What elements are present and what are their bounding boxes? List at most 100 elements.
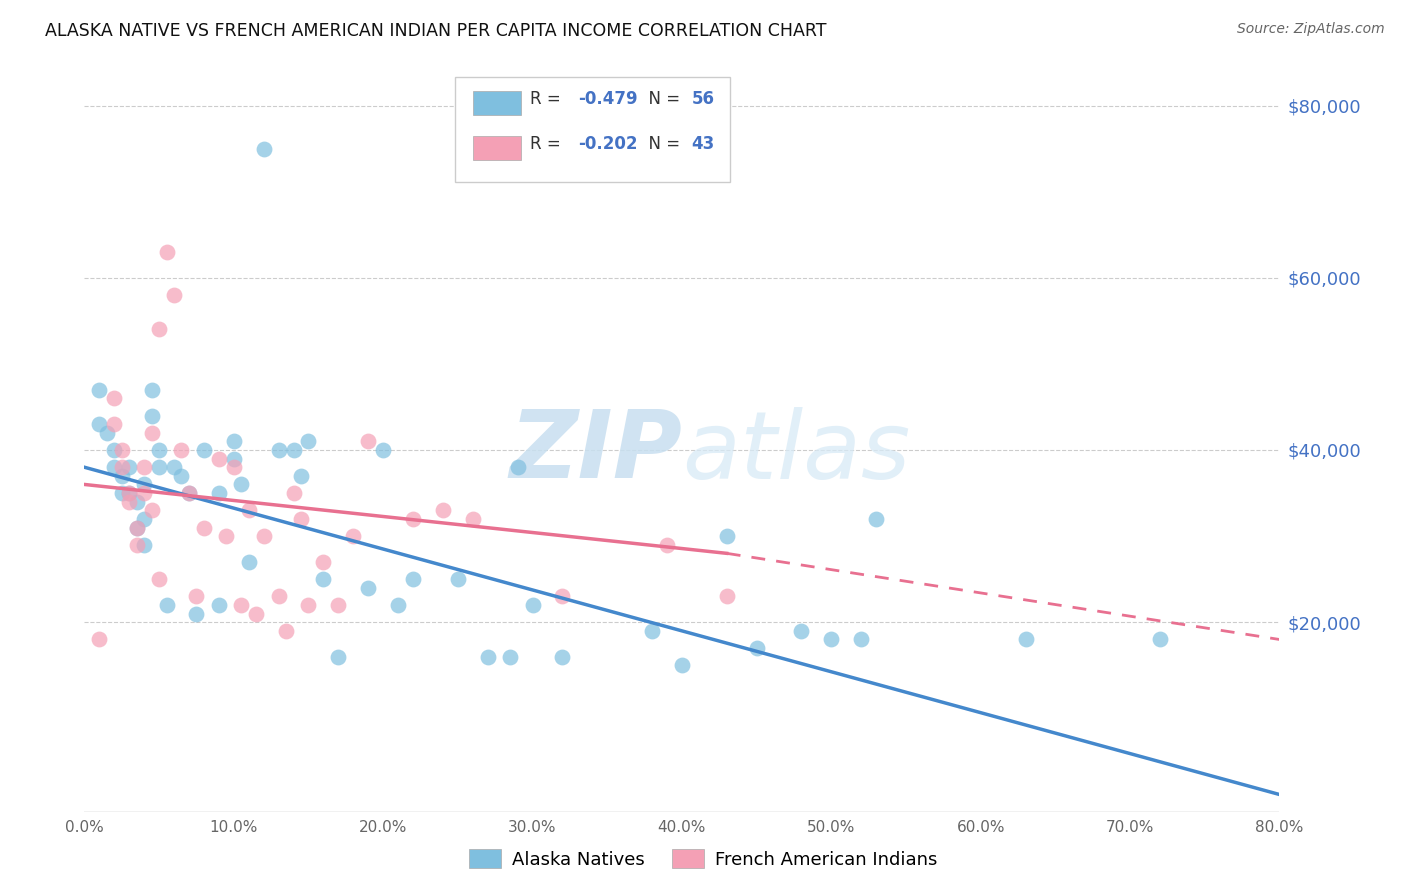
Point <box>551 590 574 604</box>
Point <box>111 486 134 500</box>
Point <box>103 460 125 475</box>
Point <box>245 607 267 621</box>
Point <box>118 486 141 500</box>
Point <box>141 409 163 423</box>
Point <box>125 520 148 534</box>
Point <box>193 520 215 534</box>
Point <box>1149 632 1171 647</box>
Bar <box>472 136 520 160</box>
Point <box>118 486 141 500</box>
Point <box>253 142 276 156</box>
Point <box>111 460 134 475</box>
Point <box>208 451 231 466</box>
Point <box>716 590 738 604</box>
Point <box>283 442 305 457</box>
Point <box>193 442 215 457</box>
Point <box>170 468 193 483</box>
Point <box>290 468 312 483</box>
Point <box>132 538 156 552</box>
Text: R =: R = <box>530 90 567 108</box>
Point <box>215 529 238 543</box>
Point <box>283 486 305 500</box>
Text: Source: ZipAtlas.com: Source: ZipAtlas.com <box>1237 22 1385 37</box>
Point <box>402 512 425 526</box>
Text: -0.479: -0.479 <box>578 90 637 108</box>
Point <box>222 451 245 466</box>
Point <box>208 486 231 500</box>
Point <box>477 649 499 664</box>
Point <box>125 494 148 508</box>
Text: ZIP: ZIP <box>509 406 682 498</box>
Point <box>274 624 297 638</box>
Point <box>186 607 208 621</box>
Point <box>148 572 170 586</box>
Point <box>342 529 364 543</box>
Point <box>222 460 245 475</box>
Point <box>328 598 350 612</box>
Point <box>148 322 170 336</box>
Point <box>373 442 395 457</box>
Point <box>125 538 148 552</box>
Text: 56: 56 <box>692 90 714 108</box>
Point <box>141 383 163 397</box>
Text: ALASKA NATIVE VS FRENCH AMERICAN INDIAN PER CAPITA INCOME CORRELATION CHART: ALASKA NATIVE VS FRENCH AMERICAN INDIAN … <box>45 22 827 40</box>
Point <box>141 425 163 440</box>
Point <box>357 434 380 449</box>
Point <box>132 512 156 526</box>
Text: atlas: atlas <box>682 407 910 498</box>
Point <box>141 503 163 517</box>
Point <box>357 581 380 595</box>
Point <box>155 244 177 259</box>
Point <box>238 555 260 569</box>
Point <box>790 624 813 638</box>
Point <box>103 417 125 432</box>
Point <box>170 442 193 457</box>
Point <box>522 598 544 612</box>
Point <box>163 288 186 302</box>
Point <box>111 468 134 483</box>
Point <box>155 598 177 612</box>
Text: -0.202: -0.202 <box>578 135 637 153</box>
Point <box>551 649 574 664</box>
Point <box>432 503 454 517</box>
Point <box>297 434 319 449</box>
Point <box>506 460 529 475</box>
Point <box>1014 632 1036 647</box>
Point <box>297 598 319 612</box>
Point <box>238 503 260 517</box>
Point <box>118 460 141 475</box>
Point <box>132 486 156 500</box>
Point <box>402 572 425 586</box>
Legend: Alaska Natives, French American Indians: Alaska Natives, French American Indians <box>461 842 945 876</box>
Text: 43: 43 <box>692 135 714 153</box>
Point <box>222 434 245 449</box>
Text: N =: N = <box>638 90 685 108</box>
Point <box>132 460 156 475</box>
Point <box>290 512 312 526</box>
Point <box>148 460 170 475</box>
Text: N =: N = <box>638 135 685 153</box>
FancyBboxPatch shape <box>456 78 730 182</box>
Point <box>447 572 470 586</box>
Point <box>641 624 664 638</box>
Point <box>312 572 335 586</box>
Point <box>208 598 231 612</box>
Point <box>118 494 141 508</box>
Point <box>655 538 678 552</box>
Point <box>387 598 409 612</box>
Point <box>96 425 118 440</box>
Point <box>89 632 111 647</box>
Point <box>177 486 200 500</box>
Point <box>671 658 693 673</box>
Point <box>312 555 335 569</box>
Point <box>89 383 111 397</box>
Point <box>148 442 170 457</box>
Point <box>253 529 276 543</box>
Point <box>231 598 253 612</box>
Bar <box>472 91 520 115</box>
Text: R =: R = <box>530 135 567 153</box>
Point <box>851 632 873 647</box>
Point <box>267 442 290 457</box>
Point <box>89 417 111 432</box>
Point <box>461 512 484 526</box>
